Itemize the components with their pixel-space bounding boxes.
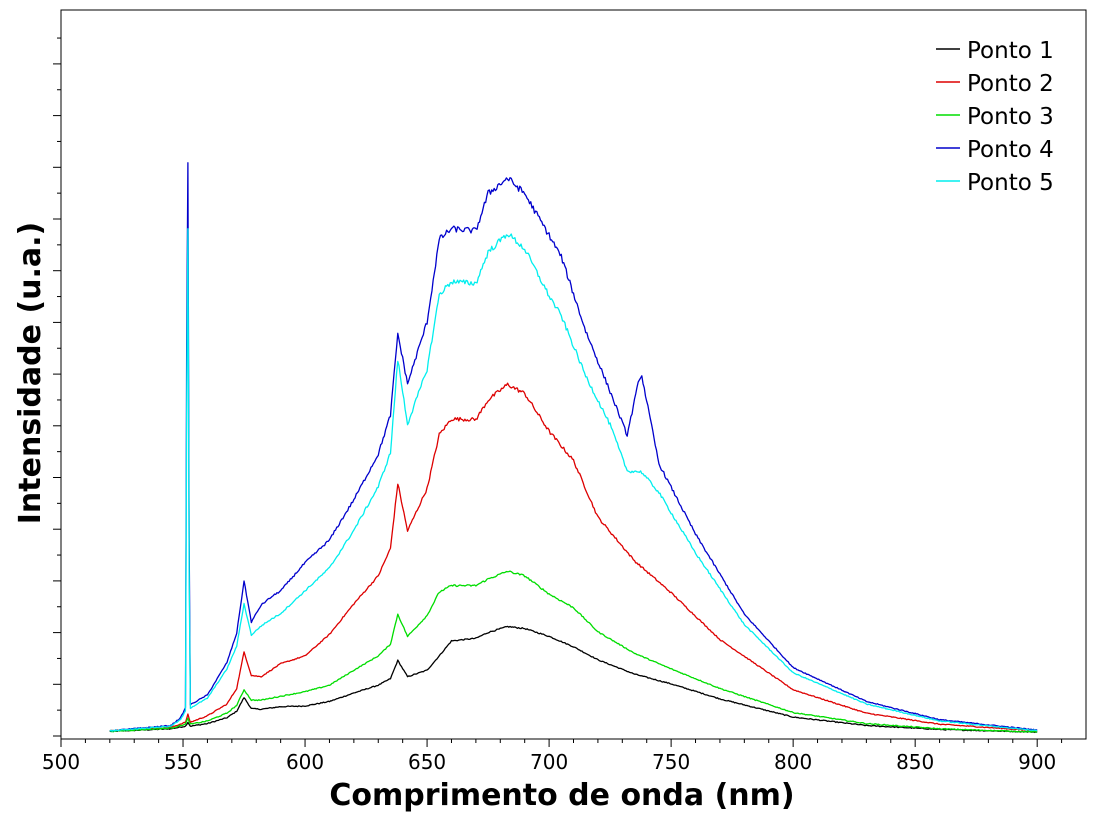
x-tick-label: 650	[408, 750, 446, 774]
x-tick-label: 800	[774, 750, 812, 774]
legend-label-4: Ponto 4	[967, 137, 1054, 163]
series-line-1	[109, 625, 1038, 734]
legend-label-3: Ponto 3	[967, 104, 1054, 130]
series-line-5	[109, 228, 1038, 732]
x-tick-label: 700	[530, 750, 568, 774]
plot-area	[60, 9, 1087, 740]
series-line-4	[109, 162, 1038, 732]
series-layer	[109, 162, 1038, 734]
legend-label-2: Ponto 2	[967, 71, 1054, 97]
legend-label-5: Ponto 5	[967, 170, 1054, 196]
x-tick-label: 550	[164, 750, 202, 774]
y-axis-title: Intensidade (u.a.)	[13, 222, 48, 525]
x-tick-label: 750	[652, 750, 690, 774]
axes-layer: 500 550 600 650 700 750 800 850 900	[42, 37, 1063, 774]
x-tick-label: 850	[896, 750, 934, 774]
x-tick-label: 900	[1018, 750, 1056, 774]
legend: Ponto 1 Ponto 2 Ponto 3 Ponto 4 Ponto 5	[936, 38, 1054, 196]
x-tick-label: 600	[286, 750, 324, 774]
x-axis-title: Comprimento de onda (nm)	[329, 778, 794, 813]
series-line-3	[109, 570, 1038, 733]
x-tick-label: 500	[42, 750, 80, 774]
series-line-2	[109, 382, 1038, 732]
legend-label-1: Ponto 1	[967, 38, 1054, 64]
plot-border	[60, 9, 1087, 740]
